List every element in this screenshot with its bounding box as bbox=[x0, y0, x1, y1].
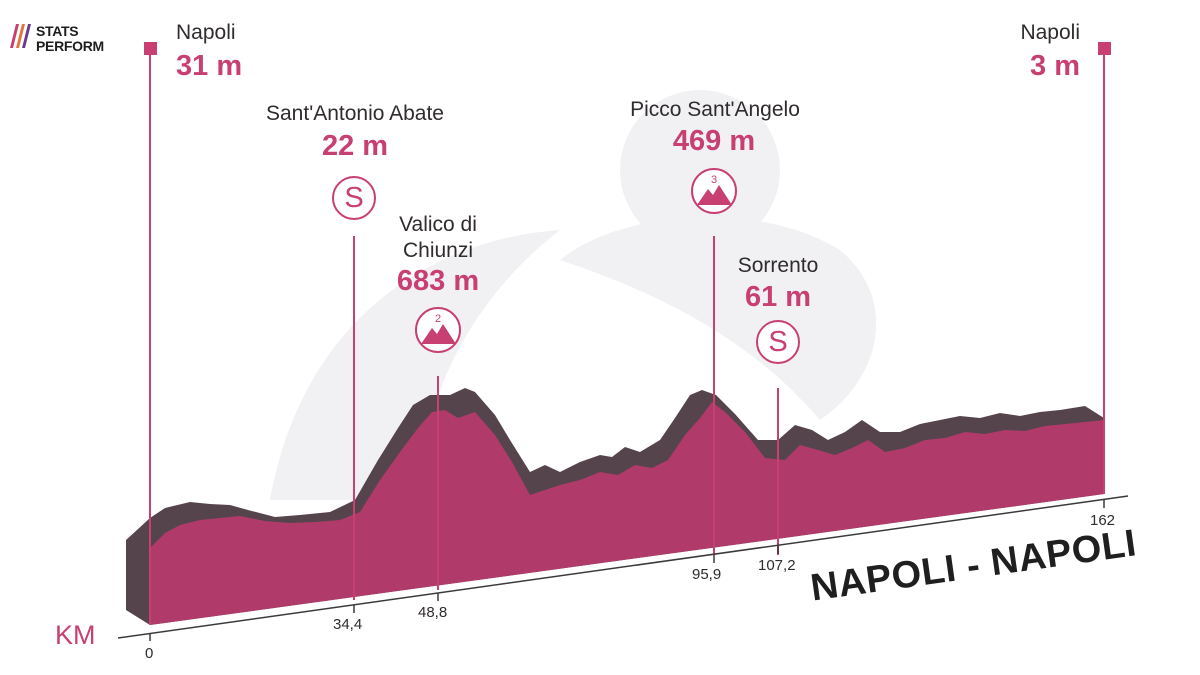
profile-face bbox=[150, 402, 1104, 625]
climb-category-3: 3 bbox=[711, 174, 717, 186]
km-label-sorrento: 107,2 bbox=[758, 557, 796, 574]
km-label-start: 0 bbox=[145, 645, 154, 662]
start-altitude: 31 m bbox=[176, 50, 243, 82]
point-name-picco-sant-angelo: Picco Sant'Angelo bbox=[630, 98, 800, 121]
marker-lines bbox=[149, 48, 1105, 625]
climb-badge-2-icon: 2 bbox=[415, 307, 461, 353]
sprint-badge-icon: S bbox=[332, 176, 376, 220]
point-name-sorrento: Sorrento bbox=[737, 254, 819, 277]
sprint-badge-icon: S bbox=[756, 320, 800, 364]
stats-perform-logo-icon bbox=[10, 24, 31, 48]
point-name-line-2: Chiunzi bbox=[402, 239, 474, 262]
watermark-icon bbox=[270, 90, 877, 500]
finish-flag-icon bbox=[1098, 42, 1111, 55]
point-name-valico-di-chiunzi: Valico di Chiunzi bbox=[368, 212, 508, 264]
point-altitude-sant-antonio-abate: 22 m bbox=[321, 130, 389, 162]
brand-logo-text: STATS PERFORM bbox=[36, 24, 104, 54]
km-label-finish: 162 bbox=[1090, 512, 1116, 529]
start-flag-icon bbox=[144, 42, 157, 55]
finish-altitude: 3 m bbox=[1030, 50, 1080, 82]
point-name-sant-antonio-abate: Sant'Antonio Abate bbox=[266, 102, 444, 125]
climb-category-2: 2 bbox=[435, 313, 441, 325]
point-altitude-sorrento: 61 m bbox=[744, 281, 812, 313]
brand-line-2: PERFORM bbox=[36, 38, 104, 54]
start-name: Napoli bbox=[176, 21, 236, 44]
axis-unit-label: KM bbox=[55, 620, 96, 650]
km-label-sant-antonio-abate: 34,4 bbox=[333, 616, 363, 633]
point-name-line-1: Valico di bbox=[399, 213, 477, 236]
point-altitude-valico-di-chiunzi: 683 m bbox=[396, 265, 480, 297]
point-altitude-picco-sant-angelo: 469 m bbox=[672, 125, 756, 157]
finish-name: Napoli bbox=[1020, 21, 1080, 44]
climb-badge-3-icon: 3 bbox=[691, 168, 737, 214]
km-axis bbox=[117, 495, 1129, 639]
brand-line-1: STATS bbox=[36, 23, 79, 39]
km-label-valico-di-chiunzi: 48,8 bbox=[418, 604, 448, 621]
km-label-picco-sant-angelo: 95,9 bbox=[692, 566, 722, 583]
km-axis-ticks bbox=[149, 500, 1105, 641]
